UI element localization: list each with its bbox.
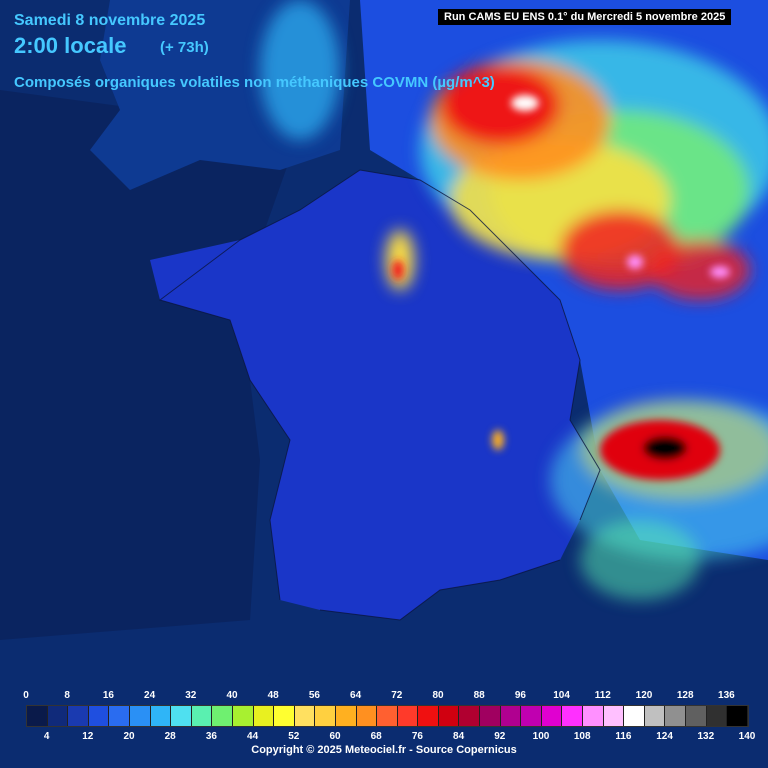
plume-red-east2 [650,240,750,300]
tick-label: 20 [123,731,135,742]
color-swatch [109,706,130,726]
color-swatch [88,706,110,726]
color-swatch [397,706,419,726]
color-swatch [356,706,378,726]
france-land [150,170,600,620]
tick-label: 72 [391,690,403,701]
color-swatch [500,706,522,726]
color-swatch [603,706,625,726]
plume-paris [386,230,414,290]
coast-south [319,559,561,621]
coast-west [158,239,291,601]
tick-label: 56 [308,690,320,701]
tick-label: 8 [64,690,70,701]
color-swatch [644,706,666,726]
hotspot-lyon [492,430,504,450]
tick-label: 92 [494,731,506,742]
tick-label: 96 [514,690,526,701]
tick-label: 28 [164,731,176,742]
tick-label: 120 [635,690,653,701]
tick-label: 140 [738,731,756,742]
color-swatch [583,706,604,726]
tick-label: 76 [411,731,423,742]
hotspot-po-black [643,436,687,460]
france-border [239,169,601,521]
tick-label: 0 [23,690,29,701]
tick-label: 124 [656,731,673,742]
tick-label: 68 [370,731,382,742]
hotspot-paris-red [392,260,404,280]
color-swatch [315,706,336,726]
color-swatch [253,706,275,726]
color-swatch [294,706,316,726]
hotspot-pink-2 [710,266,730,278]
color-swatch [150,706,172,726]
color-swatch [459,706,481,726]
plume-north-uk [260,0,340,140]
plume-mediterranean [580,520,700,600]
atlantic-ocean [0,90,300,640]
color-swatch [232,706,254,726]
tick-label: 52 [288,731,300,742]
color-swatch [212,706,233,726]
tick-label: 104 [553,690,570,701]
color-swatch [480,706,501,726]
color-swatch [27,706,48,726]
color-swatch [191,706,213,726]
color-swatch [521,706,542,726]
tick-label: 12 [82,731,94,742]
forecast-time: 2:00 locale [14,33,127,58]
color-swatch [47,706,69,726]
color-swatch [727,706,748,726]
tick-label: 44 [247,731,259,742]
color-swatch [274,706,295,726]
tick-label: 36 [205,731,217,742]
borders [158,169,601,621]
tick-label: 64 [350,690,362,701]
color-swatch [624,706,645,726]
color-swatch [377,706,398,726]
tick-label: 100 [532,731,550,742]
color-swatch [68,706,89,726]
tick-label: 84 [453,731,465,742]
color-swatch [129,706,151,726]
tick-label: 116 [615,731,632,742]
hotspot-ruhr-white [511,95,539,111]
color-swatch [686,706,707,726]
tick-label: 32 [185,690,197,701]
tick-label: 128 [676,690,694,701]
tick-label: 108 [573,731,591,742]
hotspot-pink-1 [627,255,643,269]
run-info: Run CAMS EU ENS 0.1° du Mercredi 5 novem… [438,9,732,25]
tick-label: 40 [226,690,238,701]
color-scale [26,705,749,727]
tick-label: 48 [267,690,279,701]
tick-label: 136 [718,690,735,701]
parameter-title: Composés organiques volatiles non méthan… [14,74,495,91]
copyright: Copyright © 2025 Meteociel.fr - Source C… [251,744,517,756]
color-swatch [418,706,439,726]
legend-top-ticks: 0 8 16 24 32 40 48 56 64 72 80 88 96 104 112 120 128 136 [0,690,768,704]
color-swatch [562,706,584,726]
color-swatch [541,706,563,726]
tick-label: 16 [102,690,114,701]
tick-label: 80 [432,690,444,701]
forecast-date: Samedi 8 novembre 2025 [14,12,206,29]
color-swatch [335,706,357,726]
color-swatch [171,706,192,726]
plume-red [440,65,560,145]
color-swatch [665,706,686,726]
tick-label: 132 [697,731,715,742]
color-swatch [438,706,460,726]
tick-label: 88 [473,690,485,701]
tick-label: 60 [329,731,341,742]
legend-bottom-ticks: 4 12 20 28 36 44 52 60 68 76 84 92 100 108 116 124 132 14… [0,731,768,745]
tick-label: 112 [594,690,611,701]
tick-label: 24 [144,690,156,701]
color-swatch [706,706,728,726]
forecast-lead: (+ 73h) [160,39,209,56]
tick-label: 4 [43,731,50,742]
